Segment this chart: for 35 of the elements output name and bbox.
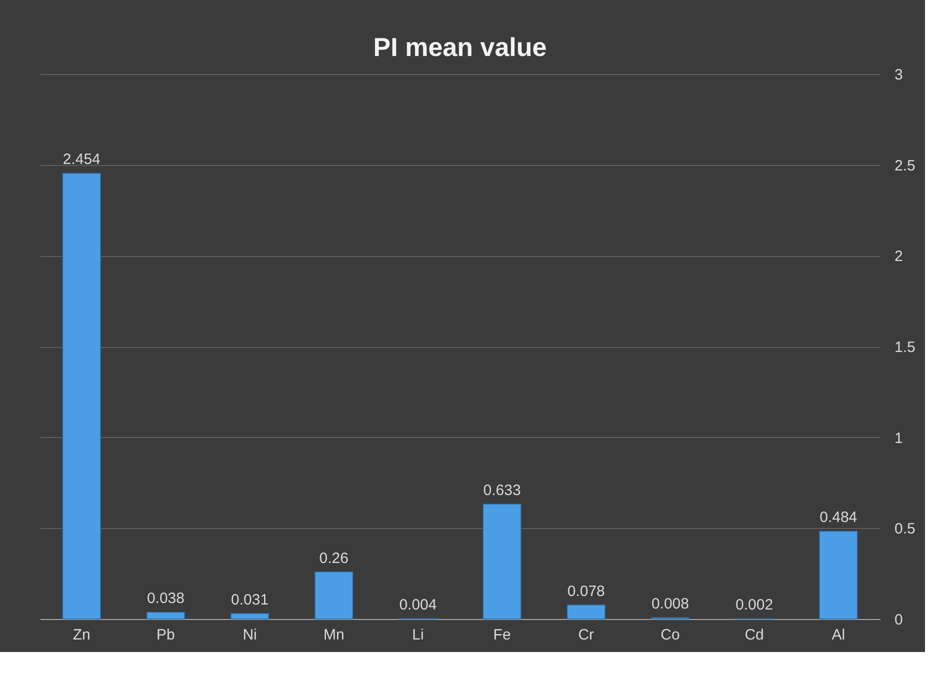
y-tick-label: 0.5	[894, 520, 916, 538]
x-tick-label: Pb	[156, 626, 175, 644]
bar	[818, 530, 858, 620]
y-tick-label: 1.5	[894, 339, 916, 356]
data-label: 0.26	[319, 550, 348, 567]
data-label: 0.078	[567, 582, 605, 600]
bar	[314, 571, 354, 620]
y-tick-label: 0	[894, 612, 903, 628]
bar	[566, 604, 606, 620]
data-label: 0.484	[820, 509, 858, 526]
bar	[230, 612, 270, 620]
data-label: 0.038	[146, 590, 184, 608]
data-label: 2.454	[62, 151, 100, 168]
chart-title: PI mean value	[373, 32, 547, 62]
x-tick-label: Li	[412, 626, 424, 644]
data-label: 0.004	[399, 596, 437, 614]
y-tick-label: 3	[894, 66, 903, 84]
y-tick-label: 1	[894, 430, 903, 447]
x-tick-label: Fe	[493, 626, 511, 644]
bar	[482, 504, 522, 620]
x-tick-label: Cr	[578, 626, 594, 644]
bar	[146, 612, 186, 620]
data-label: 0.633	[483, 482, 521, 500]
y-tick-label: 2	[894, 248, 903, 266]
x-tick-label: Zn	[72, 626, 90, 644]
x-tick-label: Co	[660, 626, 680, 644]
x-tick-label: Ni	[242, 626, 257, 644]
x-tick-label: Cd	[744, 626, 764, 644]
data-label: 0.002	[736, 596, 774, 614]
bar	[62, 172, 102, 620]
x-tick-label: Al	[832, 626, 846, 644]
x-tick-label: Mn	[323, 626, 344, 644]
y-tick-label: 2.5	[894, 157, 916, 174]
data-label: 0.031	[231, 591, 269, 608]
data-label: 0.008	[651, 596, 689, 613]
